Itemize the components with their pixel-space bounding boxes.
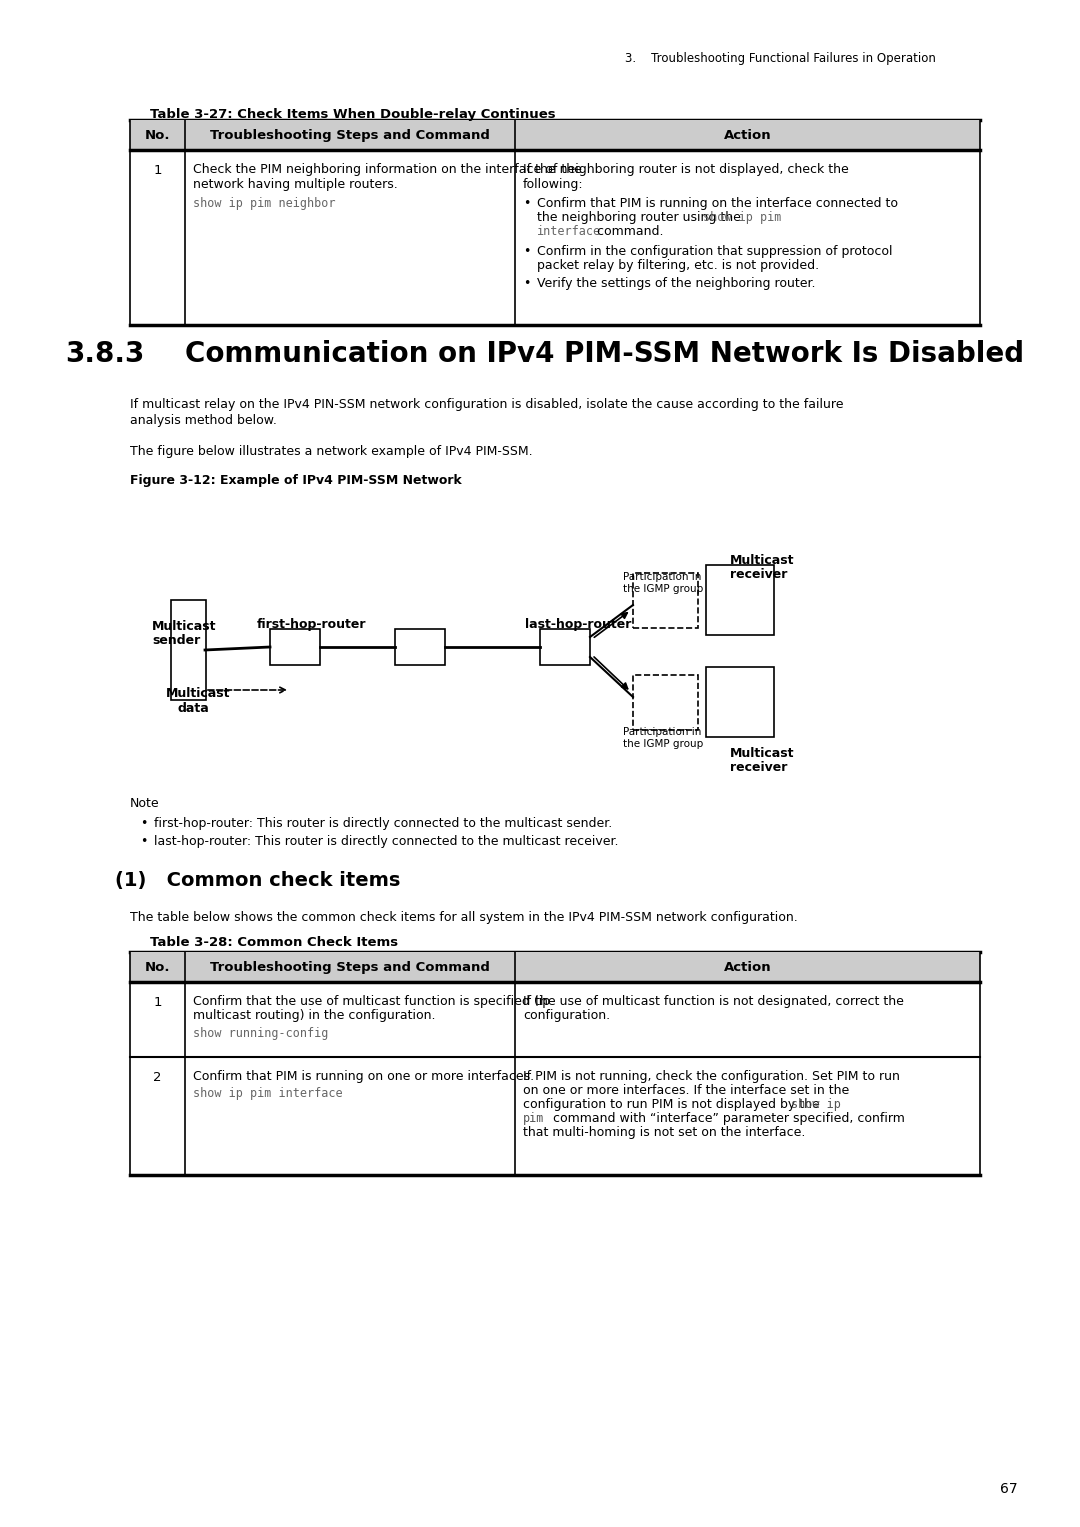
Text: The table below shows the common check items for all system in the IPv4 PIM-SSM : The table below shows the common check i… [130, 912, 798, 924]
Text: first-hop-router: This router is directly connected to the multicast sender.: first-hop-router: This router is directl… [154, 817, 612, 831]
Text: Table 3-28: Common Check Items: Table 3-28: Common Check Items [150, 936, 399, 948]
Text: •: • [523, 197, 530, 211]
Text: command with “interface” parameter specified, confirm: command with “interface” parameter speci… [549, 1112, 905, 1125]
Bar [540, 629, 590, 664]
Text: 2: 2 [153, 1070, 162, 1084]
Text: show ip pim: show ip pim [703, 211, 781, 224]
Text: Confirm in the configuration that suppression of protocol: Confirm in the configuration that suppre… [537, 244, 892, 258]
Text: Confirm that PIM is running on the interface connected to: Confirm that PIM is running on the inter… [537, 197, 897, 211]
Bar [171, 600, 206, 699]
Text: Note: Note [130, 797, 160, 809]
Text: The figure below illustrates a network example of IPv4 PIM-SSM.: The figure below illustrates a network e… [130, 444, 532, 458]
Text: Confirm that PIM is running on one or more interfaces.: Confirm that PIM is running on one or mo… [193, 1070, 535, 1083]
Text: the IGMP group: the IGMP group [623, 739, 703, 750]
Text: on one or more interfaces. If the interface set in the: on one or more interfaces. If the interf… [523, 1084, 849, 1096]
Text: Action: Action [724, 960, 771, 974]
Text: command.: command. [593, 224, 663, 238]
Text: configuration to run PIM is not displayed by the: configuration to run PIM is not displaye… [523, 1098, 824, 1112]
Text: •: • [140, 835, 147, 847]
Text: Multicast: Multicast [730, 747, 795, 760]
Text: •: • [523, 276, 530, 290]
Text: Multicast: Multicast [730, 554, 795, 567]
Text: analysis method below.: analysis method below. [130, 414, 276, 428]
Text: show ip pim interface: show ip pim interface [193, 1087, 342, 1099]
Text: the neighboring router using the: the neighboring router using the [537, 211, 745, 224]
Text: No.: No. [145, 960, 171, 974]
Text: show ip pim neighbor: show ip pim neighbor [193, 197, 336, 211]
Text: If the use of multicast function is not designated, correct the: If the use of multicast function is not … [523, 996, 904, 1008]
Text: Troubleshooting Steps and Command: Troubleshooting Steps and Command [211, 128, 490, 142]
Bar [706, 667, 774, 738]
Text: last-hop-router: last-hop-router [525, 618, 632, 631]
Bar [395, 629, 445, 664]
Text: show ip: show ip [791, 1098, 841, 1112]
Bar [706, 565, 774, 635]
Text: data: data [178, 702, 210, 715]
Text: If PIM is not running, check the configuration. Set PIM to run: If PIM is not running, check the configu… [523, 1070, 900, 1083]
Bar [270, 629, 320, 664]
Text: 1: 1 [153, 163, 162, 177]
Bar [130, 121, 980, 150]
Text: Action: Action [724, 128, 771, 142]
Text: 3.    Troubleshooting Functional Failures in Operation: 3. Troubleshooting Functional Failures i… [625, 52, 936, 66]
Text: Verify the settings of the neighboring router.: Verify the settings of the neighboring r… [537, 276, 815, 290]
Text: •: • [523, 244, 530, 258]
Text: following:: following: [523, 179, 583, 191]
Text: that multi-homing is not set on the interface.: that multi-homing is not set on the inte… [523, 1125, 806, 1139]
Text: Confirm that the use of multicast function is specified (ip: Confirm that the use of multicast functi… [193, 996, 550, 1008]
Text: Communication on IPv4 PIM-SSM Network Is Disabled: Communication on IPv4 PIM-SSM Network Is… [185, 341, 1024, 368]
Text: If the neighboring router is not displayed, check the: If the neighboring router is not display… [523, 163, 849, 176]
Text: interface: interface [537, 224, 602, 238]
Text: 67: 67 [1000, 1483, 1017, 1496]
Text: receiver: receiver [730, 568, 787, 580]
Text: the IGMP group: the IGMP group [623, 583, 703, 594]
Text: pim: pim [523, 1112, 544, 1125]
Text: Check the PIM neighboring information on the interface of the: Check the PIM neighboring information on… [193, 163, 582, 176]
Text: 1: 1 [153, 996, 162, 1009]
Text: Troubleshooting Steps and Command: Troubleshooting Steps and Command [211, 960, 490, 974]
Text: first-hop-router: first-hop-router [257, 618, 366, 631]
Text: Participation in: Participation in [623, 727, 701, 738]
Bar [633, 675, 698, 730]
Text: Multicast: Multicast [152, 620, 216, 634]
Text: configuration.: configuration. [523, 1009, 610, 1022]
Bar [633, 573, 698, 628]
Text: Table 3-27: Check Items When Double-relay Continues: Table 3-27: Check Items When Double-rela… [150, 108, 555, 121]
Text: last-hop-router: This router is directly connected to the multicast receiver.: last-hop-router: This router is directly… [154, 835, 619, 847]
Text: 3.8.3: 3.8.3 [65, 341, 145, 368]
Text: No.: No. [145, 128, 171, 142]
Text: •: • [140, 817, 147, 831]
Text: sender: sender [152, 634, 200, 647]
Text: Multicast: Multicast [166, 687, 230, 699]
Bar [130, 951, 980, 982]
Text: receiver: receiver [730, 760, 787, 774]
Text: packet relay by filtering, etc. is not provided.: packet relay by filtering, etc. is not p… [537, 260, 819, 272]
Text: multicast routing) in the configuration.: multicast routing) in the configuration. [193, 1009, 435, 1022]
Text: Figure 3-12: Example of IPv4 PIM-SSM Network: Figure 3-12: Example of IPv4 PIM-SSM Net… [130, 473, 462, 487]
Text: If multicast relay on the IPv4 PIN-SSM network configuration is disabled, isolat: If multicast relay on the IPv4 PIN-SSM n… [130, 399, 843, 411]
Text: Participation in: Participation in [623, 573, 701, 582]
Text: (1)   Common check items: (1) Common check items [114, 870, 401, 890]
Text: show running-config: show running-config [193, 1028, 328, 1040]
Text: network having multiple routers.: network having multiple routers. [193, 179, 397, 191]
